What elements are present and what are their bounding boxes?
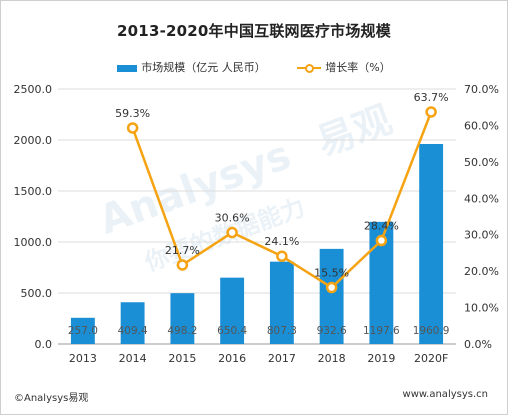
bar: [369, 221, 394, 344]
y-right-tick-label: 40.0%: [464, 192, 499, 205]
growth-point: [176, 259, 189, 271]
bar: [419, 143, 444, 344]
x-tick-label: 2016: [218, 352, 246, 365]
legend-line-label: 增长率（%）: [325, 61, 391, 74]
bar: [269, 261, 294, 344]
growth-point: [276, 250, 288, 262]
y-right-tick-label: 30.0%: [464, 229, 499, 242]
bar-value-label: 498.2: [167, 325, 197, 337]
y-left-tick-label: 1000.0: [14, 236, 53, 249]
growth-point: [425, 106, 437, 118]
y-right-tick-label: 20.0%: [464, 265, 499, 278]
legend-item-bar: 市场规模（亿元 人民币）: [117, 59, 266, 75]
y-left-tick-label: 2500.0: [14, 83, 53, 96]
legend-bar-label: 市场规模（亿元 人民币）: [141, 61, 266, 74]
bar: [220, 277, 245, 344]
bar: [319, 248, 344, 344]
y-left-tick-label: 1500.0: [14, 185, 53, 198]
bar: [170, 293, 195, 344]
bar-value-label: 650.4: [217, 325, 247, 337]
bar-value-label: 1960.9: [413, 325, 450, 337]
x-tick-label: 2018: [318, 352, 346, 365]
growth-value-label: 59.3%: [115, 107, 150, 120]
growth-value-label: 24.1%: [264, 235, 299, 248]
growth-point: [226, 226, 238, 239]
bar: [70, 317, 95, 344]
chart-legend: 市场规模（亿元 人民币） 增长率（%）: [0, 59, 508, 75]
bar-value-label: 257.0: [68, 325, 98, 337]
growth-value-label: 28.4%: [364, 220, 399, 233]
growth-value-label: 15.5%: [314, 267, 349, 280]
y-right-tick-label: 0.0%: [464, 338, 492, 351]
x-tick-label: 2019: [367, 352, 395, 365]
y-right-tick-label: 10.0%: [464, 302, 499, 315]
x-tick-label: 2020F: [414, 352, 448, 365]
growth-value-label: 63.7%: [414, 91, 449, 104]
growth-point: [375, 234, 388, 247]
x-tick-label: 2015: [168, 352, 196, 365]
growth-point: [126, 122, 139, 134]
source-url: www.analysys.cn: [402, 389, 488, 400]
chart-title: 2013-2020年中国互联网医疗市场规模: [117, 22, 391, 40]
x-tick-label: 2014: [119, 352, 147, 365]
bar-value-label: 807.3: [267, 325, 297, 337]
growth-value-label: 21.7%: [165, 244, 200, 257]
bar-value-label: 1197.6: [363, 325, 400, 337]
y-left-tick-label: 0.0: [35, 338, 53, 351]
legend-line-swatch: [297, 63, 322, 73]
y-right-tick-label: 70.0%: [464, 83, 499, 96]
bar-value-label: 409.4: [118, 325, 148, 337]
y-left-tick-label: 500.0: [21, 287, 53, 300]
x-tick-label: 2013: [69, 352, 97, 365]
y-right-tick-label: 60.0%: [464, 119, 499, 132]
bar: [120, 302, 145, 344]
x-tick-label: 2017: [268, 352, 296, 365]
growth-value-label: 30.6%: [215, 212, 250, 225]
y-right-tick-label: 50.0%: [464, 156, 499, 169]
growth-point: [325, 281, 338, 294]
legend-bar-swatch: [117, 64, 138, 72]
y-left-tick-label: 2000.0: [14, 134, 53, 147]
source-credit: ©Analysys易观: [14, 393, 89, 404]
legend-item-line: 增长率（%）: [297, 59, 391, 75]
bar-value-label: 932.6: [317, 325, 347, 337]
